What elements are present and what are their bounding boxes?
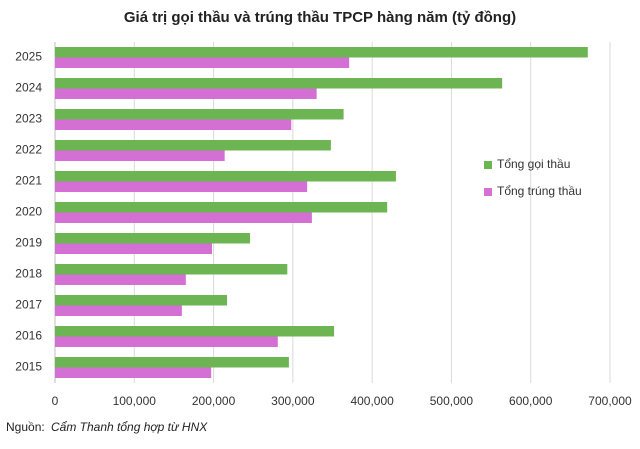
bar	[55, 109, 344, 120]
y-tick-label: 2025	[15, 50, 42, 64]
source: Cẩm Thanh tổng hợp từ HNX	[51, 420, 208, 434]
bar	[55, 57, 350, 68]
y-tick-label: 2017	[15, 298, 42, 312]
legend-swatch	[484, 188, 492, 196]
legend-swatch	[484, 161, 492, 169]
bar	[55, 295, 228, 306]
x-tick-label: 700,000	[588, 394, 632, 408]
legend-label: Tổng gọi thầu	[497, 157, 570, 171]
bar	[55, 181, 308, 192]
y-tick-label: 2015	[15, 360, 42, 374]
bar	[55, 119, 292, 130]
y-tick-label: 2019	[15, 236, 42, 250]
bar	[55, 336, 278, 347]
y-tick-label: 2020	[15, 205, 42, 219]
bar	[55, 264, 288, 275]
bar	[55, 212, 312, 223]
bar	[55, 357, 289, 368]
bar	[55, 326, 335, 337]
x-tick-label: 200,000	[192, 394, 236, 408]
x-tick-label: 600,000	[509, 394, 553, 408]
x-tick-label: 500,000	[430, 394, 474, 408]
bar	[55, 78, 503, 89]
bar	[55, 88, 317, 99]
bar	[55, 233, 251, 244]
bar	[55, 243, 212, 254]
bar	[55, 305, 182, 316]
bar	[55, 274, 186, 285]
legend-label: Tổng trúng thầu	[497, 184, 582, 198]
bar	[55, 202, 388, 213]
y-tick-label: 2022	[15, 143, 42, 157]
y-tick-label: 2016	[15, 329, 42, 343]
x-tick-label: 400,000	[350, 394, 394, 408]
bar	[55, 150, 225, 161]
y-tick-label: 2023	[15, 112, 42, 126]
bar	[55, 171, 396, 182]
y-tick-label: 2024	[15, 81, 42, 95]
chart-title: Giá trị gọi thầu và trúng thầu TPCP hàng…	[124, 9, 516, 26]
bar	[55, 140, 331, 151]
x-tick-label: 0	[52, 394, 59, 408]
y-tick-label: 2021	[15, 174, 42, 188]
y-tick-label: 2018	[15, 267, 42, 281]
x-tick-label: 100,000	[113, 394, 157, 408]
source-label: Nguồn:	[6, 420, 45, 434]
bar	[55, 47, 588, 58]
bar	[55, 367, 212, 378]
x-tick-label: 300,000	[271, 394, 315, 408]
